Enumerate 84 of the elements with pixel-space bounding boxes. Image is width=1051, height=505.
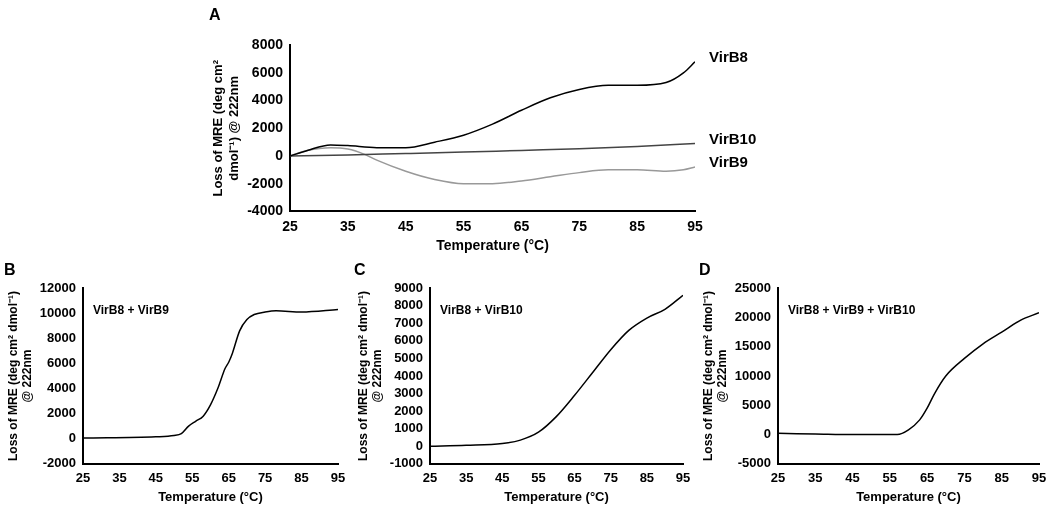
x-tick-label: 75 (603, 470, 618, 486)
y-axis-title: Loss of MRE (deg cm² dmol⁻¹) @ 222nm (700, 291, 729, 461)
y-axis-title: Loss of MRE (deg cm² dmol⁻¹) @ 222nm (210, 59, 241, 197)
y-tick-label: 3000 (394, 385, 424, 401)
y-tick-label: 5000 (742, 396, 771, 412)
x-axis-title: Temperature (°C) (436, 237, 549, 254)
y-tick-label: 4000 (251, 91, 284, 108)
x-tick-label: 55 (882, 470, 898, 486)
x-tick-label: 55 (455, 217, 472, 234)
y-tick-label: 0 (415, 437, 424, 453)
x-axis-title: Temperature (°C) (504, 488, 609, 504)
x-tick-label: 85 (994, 470, 1009, 486)
y-tick-label: 2000 (251, 119, 284, 136)
y-tick-label: 2000 (47, 405, 76, 421)
y-tick-label: 0 (763, 426, 771, 442)
y-tick-label: 4000 (394, 367, 424, 383)
y-tick-label: 2000 (394, 402, 424, 418)
chart-title: C (354, 261, 366, 279)
x-axis-title: Temperature (°C) (856, 488, 961, 504)
y-axis-title: Loss of MRE (deg cm² dmol⁻¹) @ 222nm (5, 291, 34, 461)
annotation: VirB8 + VirB10 (440, 302, 523, 317)
x-tick-label: 25 (770, 470, 786, 486)
series-label: VirB9 (709, 153, 748, 171)
x-tick-label: 35 (458, 470, 474, 486)
line-series (290, 142, 695, 157)
chart-title: B (4, 261, 16, 279)
y-tick-label: 4000 (47, 380, 76, 396)
y-tick-label: 8000 (251, 36, 284, 53)
x-tick-label: 35 (340, 217, 356, 234)
y-tick-label: 12000 (39, 279, 76, 295)
x-tick-label: 95 (675, 470, 691, 486)
x-tick-label: 25 (282, 217, 298, 234)
y-tick-label: -1000 (389, 455, 424, 471)
chart-title: D (699, 261, 711, 279)
y-tick-label: 5000 (394, 350, 424, 366)
y-tick-label: 0 (275, 146, 284, 163)
x-tick-label: 55 (185, 470, 200, 486)
x-tick-label: 25 (422, 470, 438, 486)
y-tick-label: 8000 (394, 297, 424, 313)
x-tick-label: 75 (257, 470, 273, 486)
y-tick-label: 7000 (394, 314, 424, 330)
x-tick-label: 85 (629, 217, 646, 234)
y-tick-label: 6000 (394, 332, 424, 348)
annotation: VirB8 + VirB9 (92, 302, 170, 317)
y-tick-label: -4000 (247, 202, 284, 219)
y-axis-title: Loss of MRE (deg cm² dmol⁻¹) @ 222nm (355, 291, 384, 461)
chart-title: A (209, 6, 221, 24)
annotation: VirB8 + VirB9 + VirB10 (787, 302, 916, 317)
y-tick-label: 6000 (47, 355, 76, 371)
y-tick-label: 8000 (47, 329, 76, 345)
x-tick-label: 45 (495, 470, 510, 486)
x-tick-label: 85 (294, 470, 309, 486)
x-tick-label: 45 (397, 217, 414, 234)
x-tick-label: 95 (687, 217, 703, 234)
x-tick-label: 35 (808, 470, 823, 486)
y-tick-label: 25000 (734, 279, 771, 295)
y-tick-label: 0 (68, 430, 76, 446)
y-tick-label: -2000 (247, 174, 284, 191)
y-tick-label: 10000 (39, 304, 76, 320)
x-tick-label: 45 (845, 470, 860, 486)
series-label: VirB10 (709, 129, 757, 147)
x-tick-label: 35 (112, 470, 127, 486)
x-tick-label: 95 (1031, 470, 1047, 486)
x-tick-label: 55 (531, 470, 546, 486)
y-tick-label: 1000 (394, 420, 424, 436)
y-tick-label: -2000 (42, 455, 76, 471)
x-tick-label: 85 (639, 470, 655, 486)
series-label: VirB8 (709, 47, 748, 65)
y-tick-label: 20000 (734, 309, 771, 325)
y-tick-label: 9000 (394, 279, 424, 295)
y-tick-label: 6000 (251, 63, 284, 80)
x-tick-label: 65 (221, 470, 236, 486)
x-tick-label: 65 (567, 470, 582, 486)
x-tick-label: 45 (148, 470, 164, 486)
x-tick-label: 65 (919, 470, 935, 486)
y-tick-label: 10000 (734, 367, 771, 383)
y-tick-label: 15000 (734, 338, 771, 354)
x-axis-title: Temperature (°C) (158, 488, 263, 504)
x-tick-label: 65 (513, 217, 530, 234)
x-tick-label: 75 (957, 470, 972, 486)
x-tick-label: 25 (75, 470, 91, 486)
x-tick-label: 95 (330, 470, 346, 486)
y-tick-label: -5000 (737, 455, 771, 471)
x-tick-label: 75 (571, 217, 588, 234)
